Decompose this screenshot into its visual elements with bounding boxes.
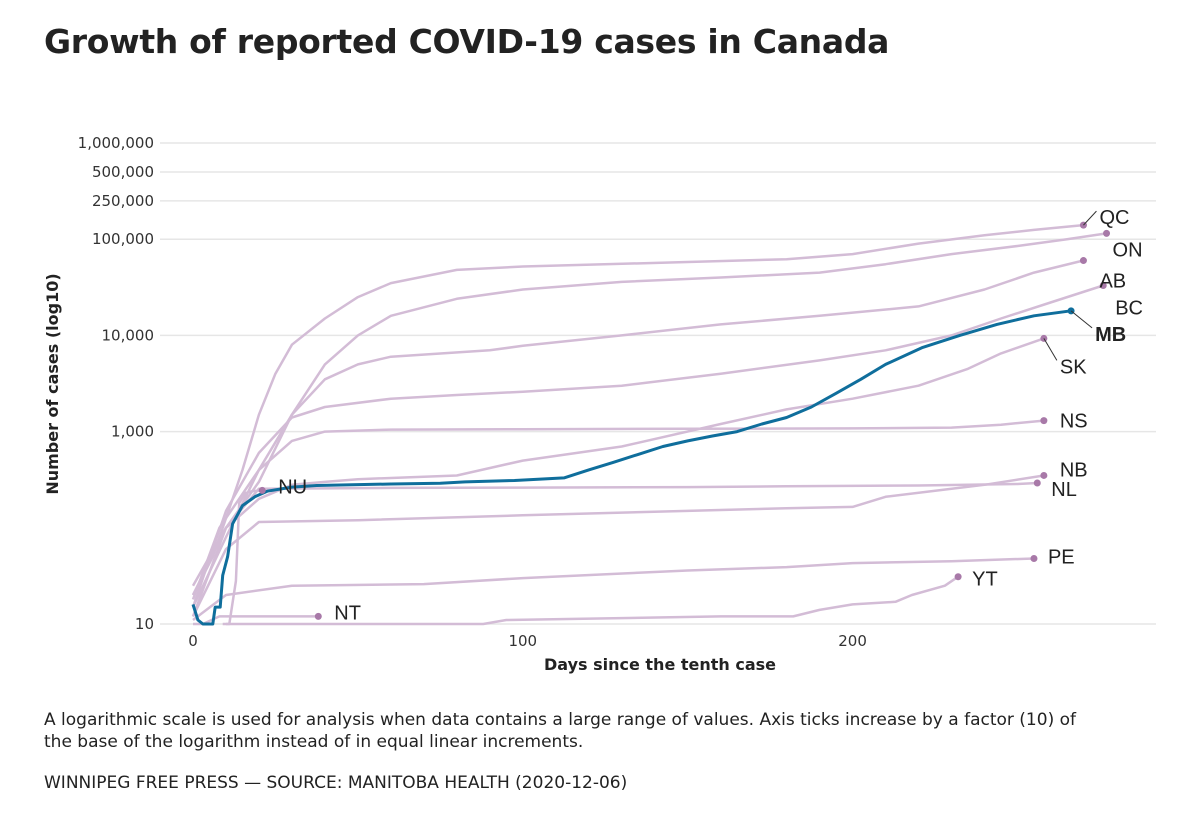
label-leader — [1083, 210, 1097, 226]
y-axis-title: Number of cases (log10) — [43, 273, 62, 494]
source-credit: WINNIPEG FREE PRESS — SOURCE: MANITOBA H… — [44, 773, 628, 793]
y-tick-label: 1,000 — [111, 423, 154, 441]
series-line-mb — [191, 309, 1072, 626]
y-tick-label: 250,000 — [92, 192, 154, 210]
series-line-nt — [193, 615, 319, 626]
series-label-yt: YT — [972, 569, 998, 591]
series-label-ns: NS — [1060, 411, 1088, 433]
end-marker-yt — [954, 573, 962, 581]
series-line-yt — [226, 575, 959, 626]
series-lines — [191, 223, 1107, 626]
series-label-sk: SK — [1060, 356, 1087, 378]
series-label-nu: NU — [278, 476, 307, 498]
x-tick-label: 100 — [508, 632, 537, 650]
series-label-mb: MB — [1095, 324, 1126, 346]
end-marker-nb — [1040, 471, 1048, 479]
series-line-nb — [191, 474, 1045, 617]
series-label-nt: NT — [334, 602, 361, 624]
end-marker-nl — [1033, 479, 1041, 487]
y-tick-label: 1,000,000 — [78, 134, 154, 152]
grid-layer — [160, 142, 1156, 625]
end-marker-bc — [1099, 282, 1107, 290]
end-marker-ns — [1040, 417, 1048, 425]
end-marker-pe — [1030, 554, 1038, 562]
series-line-bc — [191, 284, 1104, 608]
series-line-sk — [191, 337, 1045, 596]
y-tick-label: 10 — [135, 615, 154, 633]
series-label-nb: NB — [1060, 459, 1088, 481]
tick-labels: 10 1,000 10,000 100,000 250,000 500,000 1,000,… — [78, 134, 867, 650]
end-marker-nu — [258, 486, 266, 494]
footnote: A logarithmic scale is used for analysis… — [44, 710, 1076, 752]
x-tick-label: 0 — [188, 632, 198, 650]
series-line-qc — [191, 223, 1084, 596]
label-leader — [1043, 338, 1058, 361]
y-tick-label: 10,000 — [102, 326, 155, 344]
end-marker-on — [1103, 229, 1111, 237]
series-label-on: ON — [1113, 239, 1143, 261]
y-tick-label: 100,000 — [92, 230, 154, 248]
series-line-ab — [191, 259, 1084, 600]
end-marker-nt — [314, 612, 322, 620]
series-line-nu — [222, 489, 263, 626]
label-leader — [1070, 310, 1093, 329]
x-axis-title: Days since the tenth case — [544, 655, 776, 674]
series-line-pe — [192, 557, 1035, 621]
end-marker-ab — [1079, 257, 1087, 265]
y-tick-label: 500,000 — [92, 163, 154, 181]
series-line-on — [191, 232, 1107, 587]
series-label-qc: QC — [1099, 207, 1129, 229]
series-line-ns — [191, 419, 1045, 608]
series-label-pe: PE — [1048, 546, 1075, 568]
series-markers — [258, 221, 1111, 620]
x-tick-label: 200 — [838, 632, 867, 650]
chart-title: Growth of reported COVID-19 cases in Can… — [44, 22, 890, 61]
series-label-bc: BC — [1115, 298, 1143, 320]
series-label-ab: AB — [1099, 271, 1126, 293]
series-label-nl: NL — [1051, 479, 1077, 501]
